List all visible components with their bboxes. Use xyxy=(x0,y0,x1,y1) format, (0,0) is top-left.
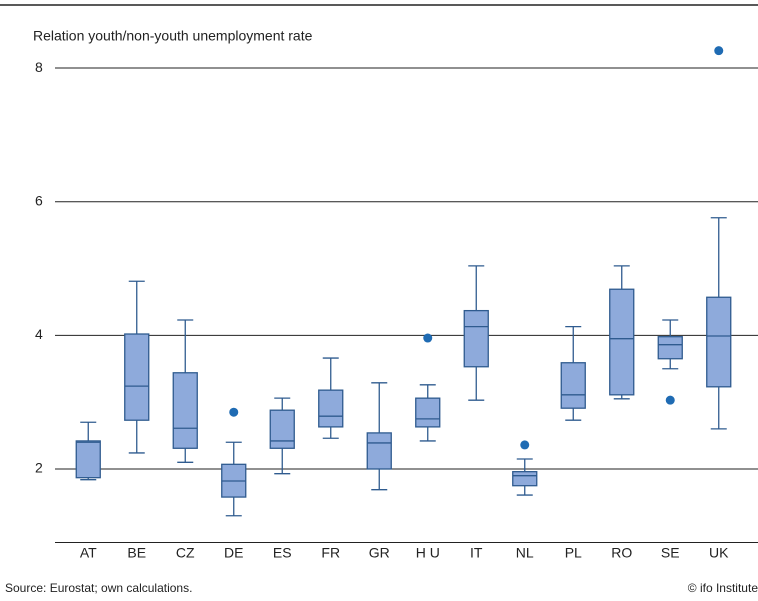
x-tick-label: FR xyxy=(321,545,340,561)
x-tick-label: IT xyxy=(470,545,483,561)
x-tick-label: RO xyxy=(611,545,632,561)
box xyxy=(75,440,101,479)
x-tick-label: DE xyxy=(224,545,243,561)
box xyxy=(512,471,538,487)
source-note: Source: Eurostat; own calculations. xyxy=(5,581,192,595)
box xyxy=(366,432,392,470)
box xyxy=(172,372,198,449)
x-tick-label: CZ xyxy=(176,545,195,561)
outlier xyxy=(423,333,433,343)
box xyxy=(318,389,344,428)
box xyxy=(609,288,635,396)
y-tick-label: 4 xyxy=(35,326,43,342)
outlier xyxy=(229,407,239,417)
y-tick-label: 8 xyxy=(35,59,43,75)
y-axis-title: Relation youth/non-youth unemployment ra… xyxy=(33,28,313,44)
x-tick-label: GR xyxy=(369,545,390,561)
box xyxy=(560,362,586,409)
x-tick-label: NL xyxy=(516,545,534,561)
box xyxy=(124,333,150,421)
x-tick-label: AT xyxy=(80,545,97,561)
box xyxy=(415,397,441,428)
box xyxy=(657,336,683,360)
outlier xyxy=(665,395,675,405)
box xyxy=(269,409,295,449)
x-tick-label: UK xyxy=(709,545,729,561)
y-tick-label: 6 xyxy=(35,192,43,208)
x-tick-label: SE xyxy=(661,545,680,561)
x-tick-label: PL xyxy=(565,545,582,561)
box xyxy=(463,309,489,368)
copyright: © ifo Institute xyxy=(688,581,758,595)
outlier xyxy=(714,46,724,56)
y-tick-label: 2 xyxy=(35,460,43,476)
x-tick-label: ES xyxy=(273,545,292,561)
outlier xyxy=(520,440,530,450)
box xyxy=(706,296,732,388)
x-tick-label: BE xyxy=(127,545,146,561)
x-tick-label: H U xyxy=(416,545,440,561)
